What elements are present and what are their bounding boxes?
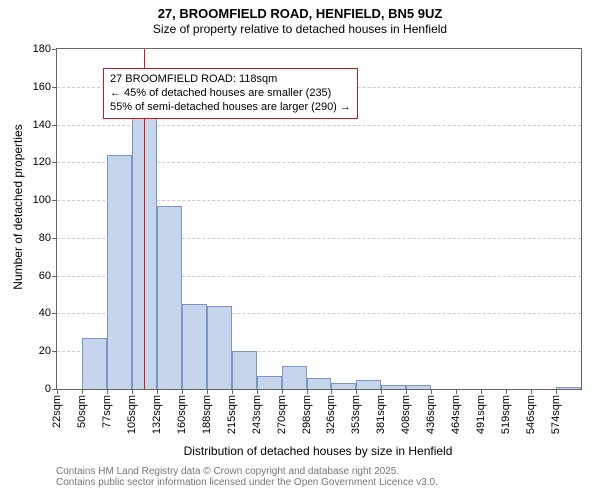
xtick-mark [331, 389, 332, 394]
xtick-mark [257, 389, 258, 394]
x-axis-label: Distribution of detached houses by size … [56, 444, 580, 458]
xtick-label: 353sqm [350, 395, 362, 434]
ytick-mark [52, 162, 57, 163]
xtick-label: 326sqm [325, 395, 337, 434]
histogram-plot: 02040608010012014016018022sqm50sqm77sqm1… [56, 48, 582, 390]
footer-attribution: Contains HM Land Registry data © Crown c… [56, 466, 438, 488]
ytick-label: 100 [33, 194, 51, 206]
xtick-mark [406, 389, 407, 394]
ytick-mark [52, 351, 57, 352]
xtick-label: 574sqm [550, 395, 562, 434]
ytick-label: 60 [39, 270, 51, 282]
xtick-label: 77sqm [101, 395, 113, 428]
xtick-mark [456, 389, 457, 394]
callout-box: 27 BROOMFIELD ROAD: 118sqm ← 45% of deta… [103, 68, 358, 119]
xtick-mark [531, 389, 532, 394]
xtick-mark [431, 389, 432, 394]
ytick-label: 140 [33, 119, 51, 131]
histogram-bar [82, 338, 107, 389]
xtick-mark [481, 389, 482, 394]
histogram-bar [107, 155, 132, 389]
xtick-label: 546sqm [525, 395, 537, 434]
xtick-label: 270sqm [276, 395, 288, 434]
callout-line-1: 27 BROOMFIELD ROAD: 118sqm [110, 72, 351, 86]
xtick-mark [232, 389, 233, 394]
xtick-mark [182, 389, 183, 394]
xtick-mark [107, 389, 108, 394]
ytick-mark [52, 238, 57, 239]
xtick-mark [82, 389, 83, 394]
ytick-label: 20 [39, 345, 51, 357]
xtick-mark [381, 389, 382, 394]
ytick-mark [52, 276, 57, 277]
ytick-label: 120 [33, 156, 51, 168]
ytick-label: 160 [33, 81, 51, 93]
page-title-2: Size of property relative to detached ho… [0, 22, 600, 36]
xtick-label: 519sqm [500, 395, 512, 434]
xtick-mark [57, 389, 58, 394]
histogram-bar [257, 376, 282, 389]
histogram-bar [232, 351, 257, 389]
xtick-label: 298sqm [301, 395, 313, 434]
histogram-bar [307, 378, 332, 389]
histogram-bar [381, 385, 406, 389]
xtick-label: 50sqm [76, 395, 88, 428]
ytick-label: 180 [33, 43, 51, 55]
xtick-label: 132sqm [151, 395, 163, 434]
ytick-mark [52, 87, 57, 88]
xtick-mark [356, 389, 357, 394]
ytick-label: 80 [39, 232, 51, 244]
histogram-bar [356, 380, 381, 389]
y-axis-label: Number of detached properties [11, 107, 25, 307]
page-title-1: 27, BROOMFIELD ROAD, HENFIELD, BN5 9UZ [0, 6, 600, 21]
histogram-bar [157, 206, 182, 389]
xtick-label: 160sqm [176, 395, 188, 434]
xtick-label: 22sqm [51, 395, 63, 428]
xtick-mark [207, 389, 208, 394]
histogram-bar [331, 383, 356, 389]
callout-line-3: 55% of semi-detached houses are larger (… [110, 100, 351, 114]
ytick-mark [52, 313, 57, 314]
xtick-mark [506, 389, 507, 394]
histogram-bar [406, 385, 431, 389]
xtick-label: 464sqm [450, 395, 462, 434]
ytick-label: 40 [39, 307, 51, 319]
xtick-label: 188sqm [201, 395, 213, 434]
xtick-label: 436sqm [425, 395, 437, 434]
xtick-mark [556, 389, 557, 394]
ytick-mark [52, 200, 57, 201]
xtick-mark [132, 389, 133, 394]
ytick-mark [52, 125, 57, 126]
xtick-mark [307, 389, 308, 394]
histogram-bar [282, 366, 307, 389]
footer-line-1: Contains HM Land Registry data © Crown c… [56, 466, 438, 477]
ytick-label: 0 [45, 383, 51, 395]
xtick-mark [282, 389, 283, 394]
histogram-bar [556, 387, 581, 389]
histogram-bar [207, 306, 232, 389]
xtick-label: 105sqm [126, 395, 138, 434]
xtick-label: 381sqm [375, 395, 387, 434]
xtick-label: 215sqm [226, 395, 238, 434]
footer-line-2: Contains public sector information licen… [56, 477, 438, 488]
histogram-bar [182, 304, 207, 389]
xtick-label: 408sqm [400, 395, 412, 434]
xtick-label: 491sqm [475, 395, 487, 434]
callout-line-2: ← 45% of detached houses are smaller (23… [110, 86, 351, 100]
xtick-label: 243sqm [251, 395, 263, 434]
ytick-mark [52, 49, 57, 50]
xtick-mark [157, 389, 158, 394]
